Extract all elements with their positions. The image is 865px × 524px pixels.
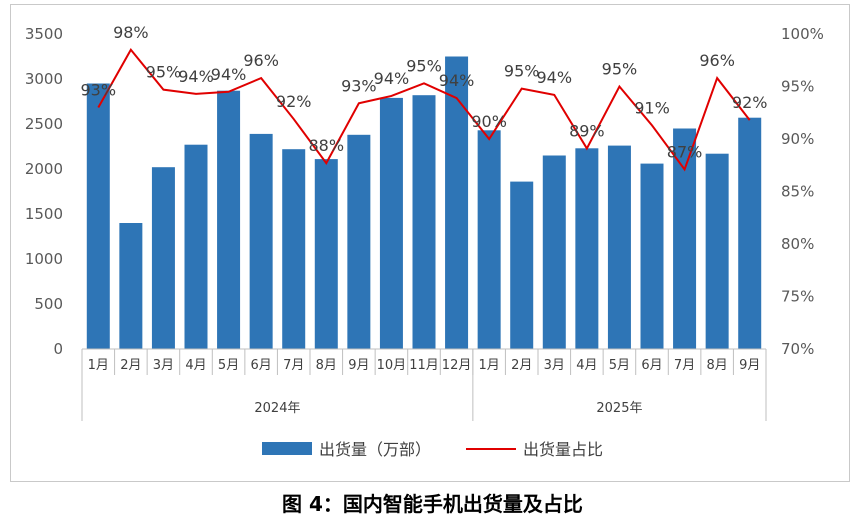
y-right-tick-label: 90% (781, 130, 814, 148)
x-category-label: 6月 (251, 358, 272, 373)
bar-shipments (184, 144, 208, 349)
x-category-label: 9月 (739, 358, 760, 373)
data-label-share: 96% (243, 51, 279, 70)
data-label-share: 94% (439, 71, 475, 90)
y-right-tick-label: 80% (781, 235, 814, 253)
bar-shipments (412, 95, 436, 349)
x-category-label: 2月 (120, 358, 141, 373)
data-label-share: 89% (569, 121, 605, 140)
x-category-label: 7月 (283, 358, 304, 373)
x-category-label: 7月 (674, 358, 695, 373)
data-label-share: 87% (667, 142, 703, 161)
y-left-tick-label: 2500 (25, 115, 63, 133)
x-category-label: 2月 (511, 358, 532, 373)
bar-shipments (640, 163, 664, 349)
bar-shipments (217, 90, 241, 349)
y-right-tick-label: 85% (781, 183, 814, 201)
y-left-tick-label: 3000 (25, 70, 63, 88)
data-label-share: 95% (504, 62, 540, 81)
data-label-share: 93% (341, 76, 377, 95)
legend-swatch-shipments (262, 442, 312, 455)
legend-label-share: 出货量占比 (523, 440, 603, 459)
data-label-share: 91% (634, 98, 670, 117)
data-label-share: 93% (81, 81, 117, 100)
bar-shipments (542, 155, 566, 349)
y-right-tick-label: 100% (781, 25, 824, 43)
data-label-share: 95% (406, 56, 442, 75)
y-left-tick-label: 2000 (25, 160, 63, 178)
bar-shipments (379, 97, 403, 350)
data-label-share: 94% (537, 68, 573, 87)
bar-shipments (477, 130, 501, 349)
x-category-label: 8月 (316, 358, 337, 373)
y-right-tick-label: 75% (781, 288, 814, 306)
x-group-label: 2024年 (254, 401, 300, 416)
bar-shipments (738, 117, 762, 349)
x-category-label: 6月 (641, 358, 662, 373)
x-category-label: 11月 (409, 358, 439, 373)
x-category-label: 10月 (377, 358, 407, 373)
data-label-share: 94% (178, 67, 214, 86)
y-left-tick-label: 0 (53, 340, 63, 358)
x-category-label: 4月 (576, 358, 597, 373)
data-label-share: 98% (113, 23, 149, 42)
combo-chart: 0 500 1000 1500 2000 2500 3000 3500 70% 75% 80% 85%… (25, 23, 824, 459)
data-label-share: 92% (276, 92, 312, 111)
x-category-label: 3月 (544, 358, 565, 373)
bar-shipments (151, 167, 175, 349)
y-left-tick-label: 1000 (25, 250, 63, 268)
bar-shipments (510, 181, 534, 349)
bar-shipments (607, 145, 631, 349)
x-category-label: 1月 (479, 358, 500, 373)
x-category-label: 5月 (609, 358, 630, 373)
bar-shipments (86, 83, 110, 349)
y-right-tick-label: 70% (781, 340, 814, 358)
bar-shipments (575, 148, 599, 349)
bar-shipments (249, 133, 273, 349)
x-category-label: 5月 (218, 358, 239, 373)
data-label-share: 95% (146, 63, 182, 82)
bar-shipments (705, 153, 729, 349)
data-label-share: 88% (309, 136, 345, 155)
x-category-label: 8月 (707, 358, 728, 373)
legend-label-shipments: 出货量（万部） (319, 440, 431, 459)
data-label-share: 94% (211, 65, 247, 84)
bar-shipments (445, 56, 469, 349)
bar-shipments (119, 223, 143, 349)
x-group-label: 2025年 (596, 401, 642, 416)
x-category-label: 9月 (348, 358, 369, 373)
y-left-tick-label: 3500 (25, 25, 63, 43)
data-label-share: 94% (374, 69, 410, 88)
bar-shipments (282, 149, 306, 349)
x-category-label: 3月 (153, 358, 174, 373)
bar-shipments (347, 134, 371, 349)
y-left-tick-label: 500 (34, 295, 63, 313)
bar-shipments (314, 159, 338, 349)
x-category-label: 12月 (442, 358, 472, 373)
y-left-tick-label: 1500 (25, 205, 63, 223)
x-category-label: 1月 (88, 358, 109, 373)
data-label-share: 90% (471, 112, 507, 131)
data-label-share: 96% (699, 51, 735, 70)
data-label-share: 95% (602, 60, 638, 79)
bar-shipments (673, 128, 697, 349)
figure-caption: 图 4：国内智能手机出货量及占比 (282, 492, 583, 516)
y-right-tick-label: 95% (781, 78, 814, 96)
line-share (97, 47, 751, 172)
chart-frame: 0 500 1000 1500 2000 2500 3000 3500 70% 75% 80% 85%… (10, 4, 850, 482)
data-label-share: 92% (732, 93, 768, 112)
x-category-label: 4月 (185, 358, 206, 373)
